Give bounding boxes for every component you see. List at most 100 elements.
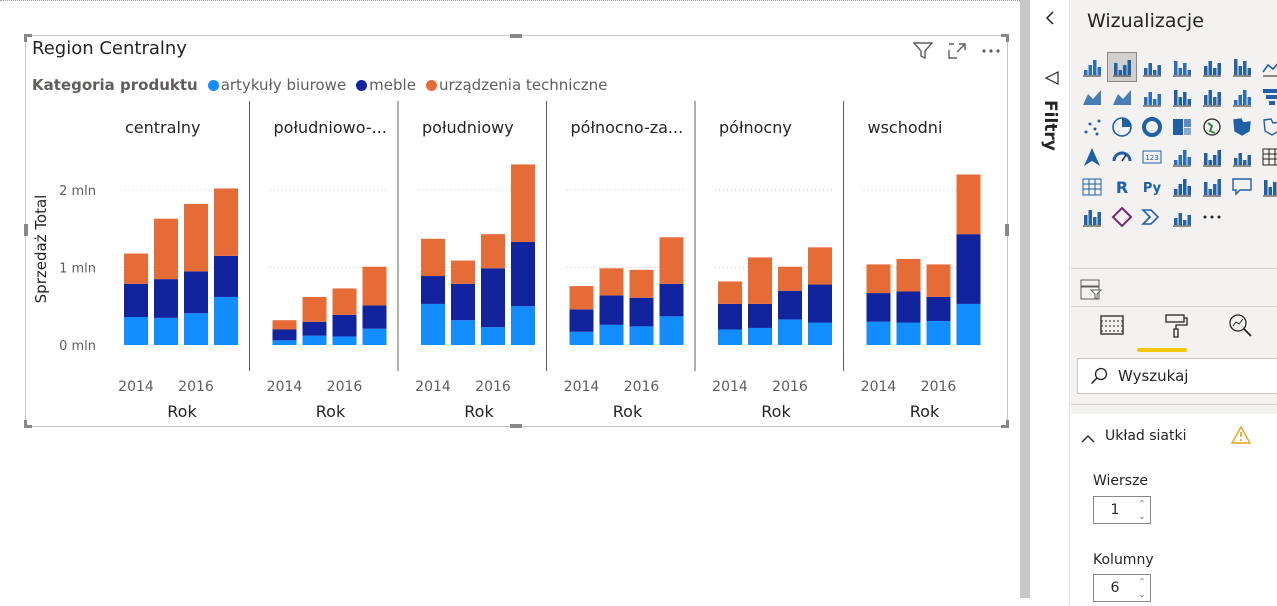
bar-segment	[214, 296, 238, 345]
resize-handle[interactable]	[24, 425, 32, 428]
matrix-icon[interactable]	[1077, 172, 1107, 202]
chevron-down-icon[interactable]: ⌄	[1138, 590, 1146, 599]
paginated-report-icon[interactable]	[1257, 172, 1277, 202]
stacked-column-chart-icon[interactable]	[1107, 52, 1137, 82]
python-visual-icon[interactable]: Py	[1137, 172, 1167, 202]
waterfall-chart-icon[interactable]	[1227, 82, 1257, 112]
canvas-scrollbar[interactable]	[1020, 0, 1030, 598]
grid-layout-section-header[interactable]: Układ siatki	[1071, 414, 1277, 460]
resize-handle[interactable]	[1005, 224, 1009, 236]
resize-handle[interactable]	[1001, 34, 1009, 37]
x-tick-label: 2016	[327, 379, 363, 395]
table-icon[interactable]	[1257, 142, 1277, 172]
focus-mode-icon[interactable]	[947, 42, 967, 60]
bar-segment	[214, 188, 238, 256]
r-visual-icon[interactable]: R	[1107, 172, 1137, 202]
area-chart-icon[interactable]	[1077, 82, 1107, 112]
map-icon[interactable]	[1197, 112, 1227, 142]
legend-item[interactable]: meble	[356, 76, 416, 94]
format-paint-roller-icon[interactable]	[1163, 312, 1189, 342]
x-axis-title: Rok	[761, 402, 791, 421]
stepper-arrows[interactable]: ⌃ ⌄	[1136, 499, 1148, 521]
legend-item[interactable]: artykuły biurowe	[207, 76, 346, 94]
stacked-area-chart-icon[interactable]	[1107, 82, 1137, 112]
more-visuals-icon[interactable]	[1197, 202, 1227, 232]
resize-handle[interactable]	[510, 34, 522, 38]
clustered-column-chart-icon[interactable]	[1167, 52, 1197, 82]
donut-chart-icon[interactable]	[1137, 112, 1167, 142]
fields-tab-icon[interactable]	[1099, 312, 1125, 342]
shape-map-icon[interactable]	[1257, 112, 1277, 142]
resize-handle[interactable]	[1006, 34, 1009, 42]
stacked-bar-chart-icon[interactable]	[1077, 52, 1107, 82]
legend-dot	[425, 79, 437, 91]
bar-segment	[748, 257, 772, 304]
chart-visual[interactable]: Region Centralny Kategoria produktu arty…	[24, 34, 1009, 428]
columns-value: 6	[1110, 580, 1120, 596]
legend-item[interactable]: urządzenia techniczne	[425, 76, 607, 94]
resize-handle[interactable]	[24, 34, 32, 37]
filters-pane-label[interactable]: Filtry	[1040, 100, 1060, 151]
azure-map-icon[interactable]	[1077, 142, 1107, 172]
bar-segment	[362, 305, 387, 329]
metrics-icon[interactable]	[1077, 202, 1107, 232]
clustered-bar-chart-icon[interactable]	[1137, 52, 1167, 82]
slicer-icon[interactable]	[1227, 142, 1257, 172]
power-apps-icon[interactable]	[1107, 202, 1137, 232]
bar-segment	[926, 264, 951, 297]
line-chart-icon[interactable]	[1257, 52, 1277, 82]
bar-segment	[154, 317, 178, 345]
ribbon-chart-icon[interactable]	[1197, 82, 1227, 112]
bar-segment	[808, 247, 832, 285]
line-clustered-column-chart-icon[interactable]	[1167, 82, 1197, 112]
build-visual-icon[interactable]	[1079, 278, 1103, 306]
treemap-icon[interactable]	[1167, 112, 1197, 142]
multi-row-card-icon[interactable]	[1167, 142, 1197, 172]
resize-handle[interactable]	[1006, 420, 1009, 428]
chevron-up-icon[interactable]: ⌃	[1138, 577, 1146, 586]
line-and-column-chart-icon[interactable]	[1137, 82, 1167, 112]
key-influencers-icon[interactable]	[1167, 172, 1197, 202]
legend-title: Kategoria produktu	[32, 76, 198, 94]
resize-handle[interactable]	[24, 224, 28, 236]
pie-chart-icon[interactable]	[1107, 112, 1137, 142]
100-stacked-bar-chart-icon[interactable]	[1197, 52, 1227, 82]
analytics-magnifier-icon[interactable]	[1227, 312, 1253, 342]
divider	[1071, 306, 1277, 307]
small-multiples-chart[interactable]: Sprzedaż Total 0 mln 1 mln 2 mln centralny 20…	[26, 36, 1009, 428]
resize-handle[interactable]	[24, 34, 27, 42]
panel-title: wschodni	[868, 118, 943, 137]
resize-handle[interactable]	[510, 424, 522, 428]
more-options-icon[interactable]	[981, 42, 1001, 60]
grid-layout-settings: Wiersze 1 ⌃ ⌄ Kolumny 6 ⌃ ⌄	[1071, 460, 1277, 606]
rows-label: Wiersze	[1093, 473, 1149, 489]
filled-map-icon[interactable]	[1227, 112, 1257, 142]
gauge-icon[interactable]	[1107, 142, 1137, 172]
smart-narrative-icon[interactable]	[1167, 202, 1197, 232]
scatter-chart-icon[interactable]	[1077, 112, 1107, 142]
divider	[1071, 268, 1277, 269]
bar-segment	[659, 283, 684, 317]
filter-icon[interactable]	[913, 42, 933, 60]
funnel-chart-icon[interactable]	[1257, 82, 1277, 112]
chevron-up-icon[interactable]: ⌃	[1138, 499, 1146, 508]
rows-stepper[interactable]: 1 ⌃ ⌄	[1093, 496, 1151, 524]
filter-funnel-icon[interactable]	[1044, 70, 1060, 90]
collapse-chevron-icon[interactable]	[1044, 10, 1056, 30]
bar-segment	[124, 317, 148, 345]
x-tick-label: 2014	[564, 379, 600, 395]
stepper-arrows[interactable]: ⌃ ⌄	[1136, 577, 1148, 599]
chevron-up-icon[interactable]	[1081, 430, 1095, 449]
resize-handle[interactable]	[24, 420, 27, 428]
kpi-icon[interactable]	[1197, 142, 1227, 172]
card-icon[interactable]: 123	[1137, 142, 1167, 172]
columns-stepper[interactable]: 6 ⌃ ⌄	[1093, 574, 1151, 602]
qa-icon[interactable]	[1227, 172, 1257, 202]
chevron-down-icon[interactable]: ⌄	[1138, 512, 1146, 521]
100-stacked-column-chart-icon[interactable]	[1227, 52, 1257, 82]
search-input[interactable]: Wyszukaj	[1077, 358, 1277, 394]
resize-handle[interactable]	[1001, 425, 1009, 428]
decomposition-tree-icon[interactable]	[1197, 172, 1227, 202]
panel-title: południowo-...	[274, 118, 387, 137]
power-automate-icon[interactable]	[1137, 202, 1167, 232]
